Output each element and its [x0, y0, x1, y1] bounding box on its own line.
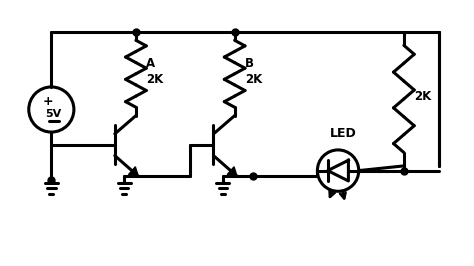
Polygon shape — [128, 167, 138, 176]
Text: 2K: 2K — [414, 90, 431, 103]
Text: LED: LED — [329, 127, 356, 140]
Text: B
2K: B 2K — [245, 57, 262, 86]
Text: 5V: 5V — [46, 109, 62, 119]
Text: A
2K: A 2K — [146, 57, 164, 86]
Text: +: + — [42, 94, 53, 107]
Polygon shape — [227, 167, 237, 176]
